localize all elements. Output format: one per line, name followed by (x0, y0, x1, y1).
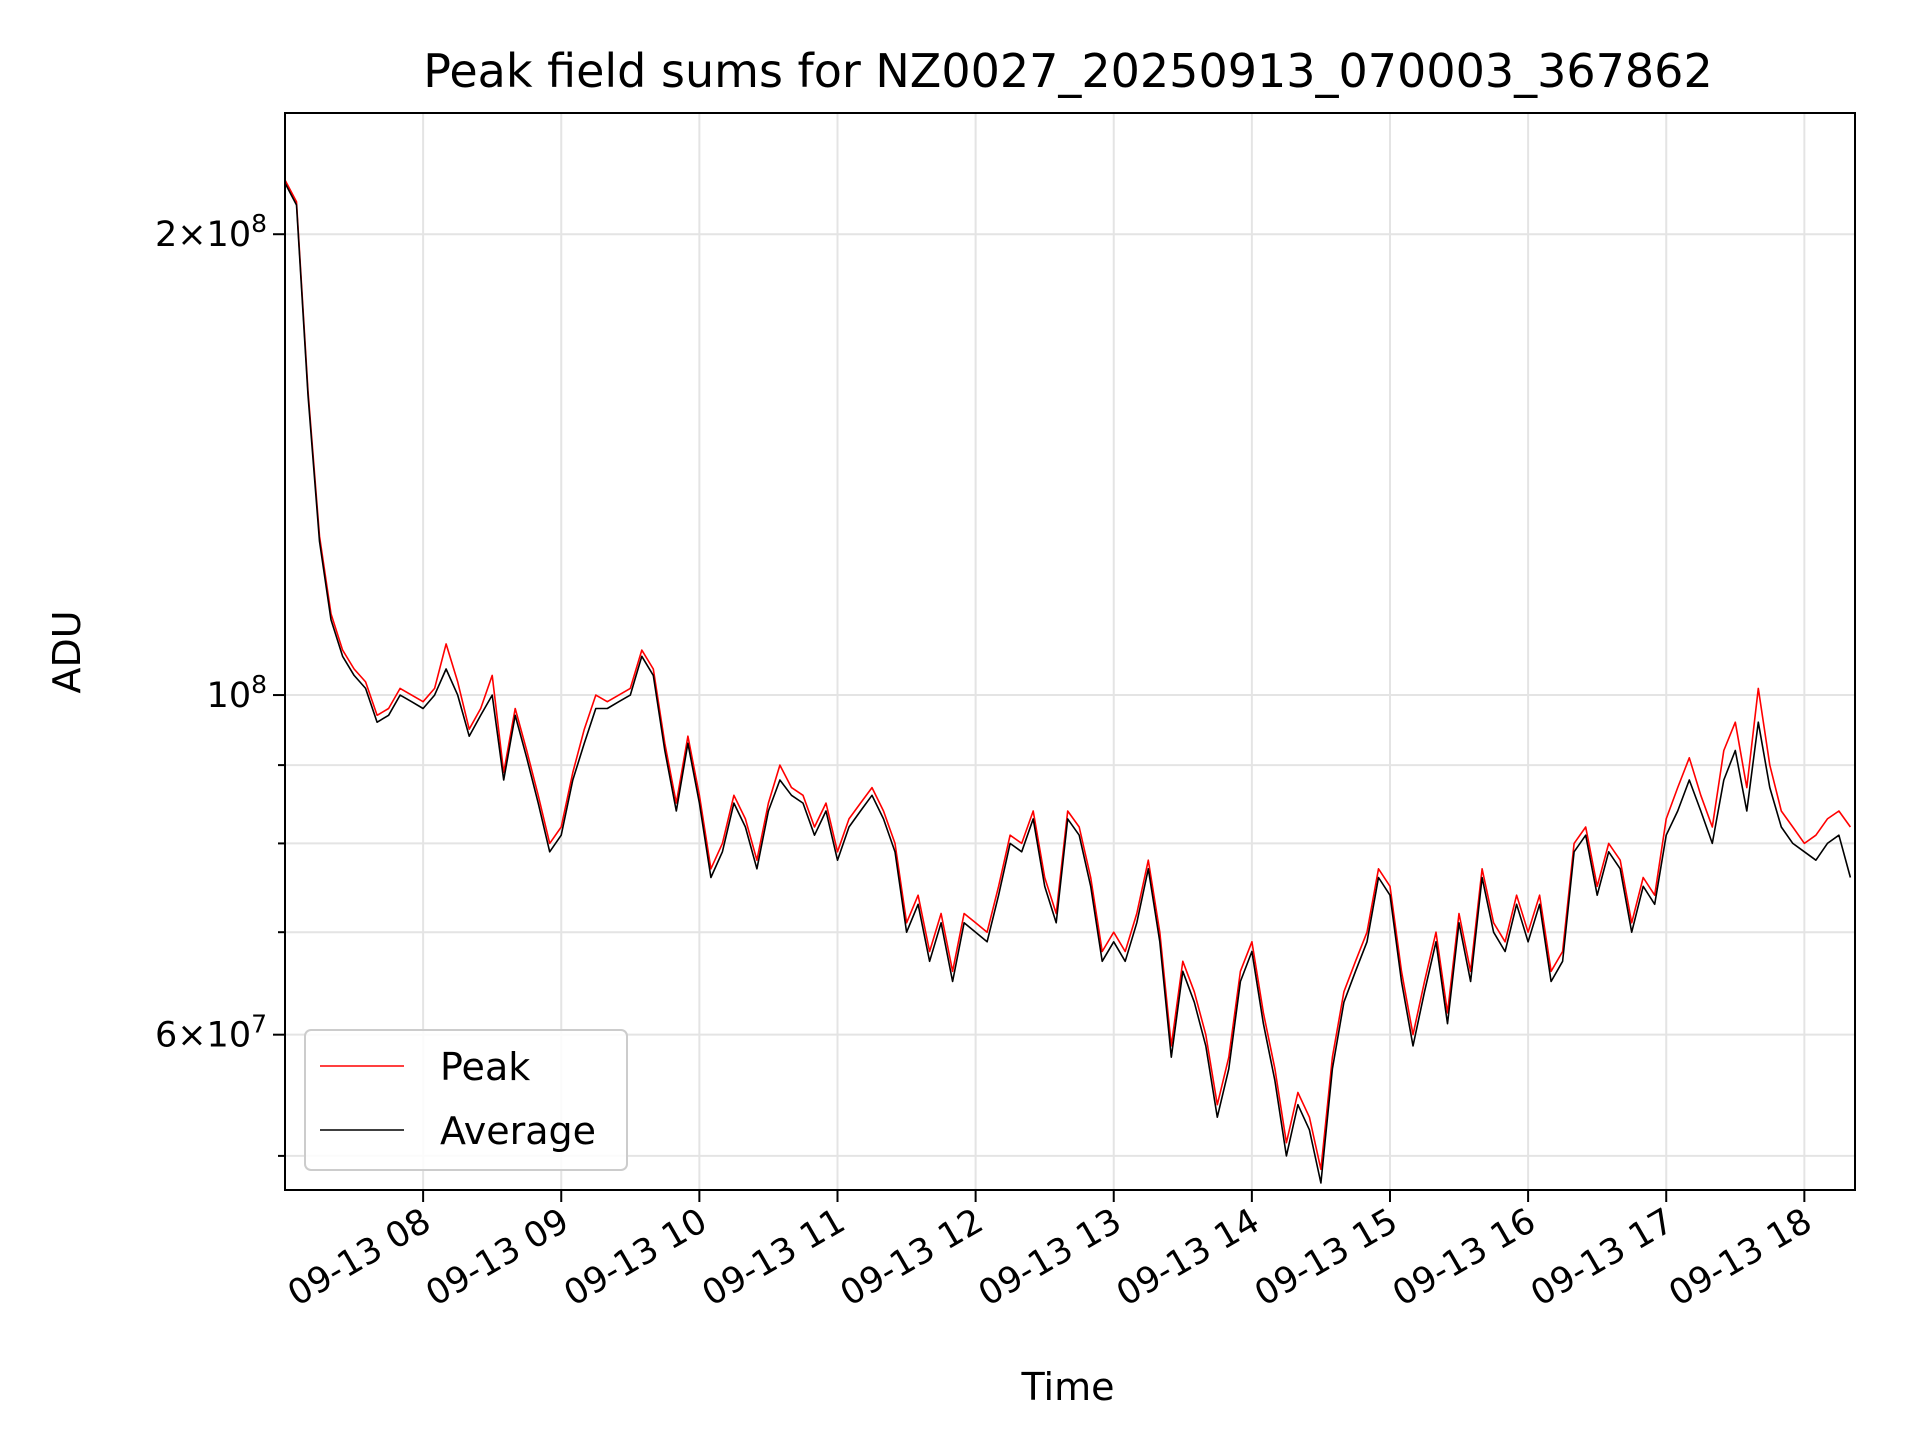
chart-title: Peak field sums for NZ0027_20250913_0700… (423, 44, 1712, 98)
y-axis-label: ADU (45, 610, 89, 693)
series-line-average (284, 182, 1852, 1184)
grid-lines (285, 113, 1855, 1190)
y-axis-ticks: 6×107 108 2×108 (155, 209, 285, 1157)
series-lines (284, 179, 1852, 1184)
y-tick-label: 2×108 (155, 209, 267, 255)
series-line-peak (284, 179, 1852, 1171)
legend-box (304, 1029, 628, 1171)
y-tick-label: 108 (207, 670, 267, 716)
y-tick-label: 6×107 (155, 1010, 267, 1056)
legend: Peak Average (304, 1029, 628, 1171)
legend-label-average: Average (440, 1109, 596, 1153)
x-axis-label: Time (1021, 1365, 1115, 1409)
legend-label-peak: Peak (440, 1045, 530, 1089)
plot-area-frame (284, 112, 1856, 1191)
